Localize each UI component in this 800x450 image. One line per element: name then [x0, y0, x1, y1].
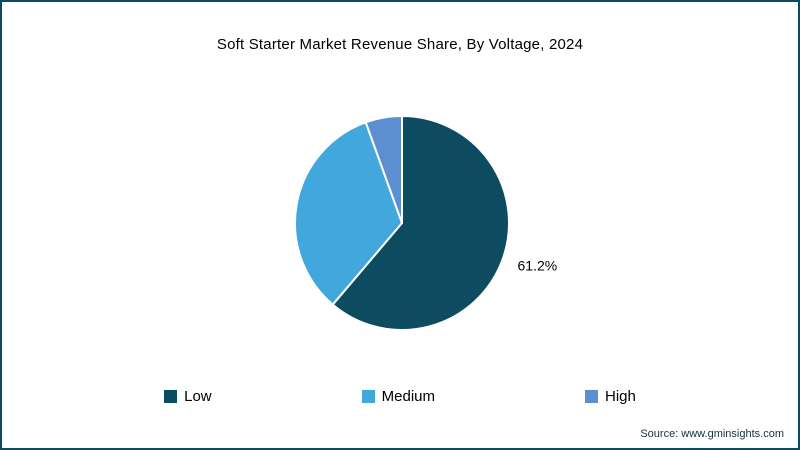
pie-slice-high [364, 115, 403, 224]
pie-chart: 61.2% [294, 115, 558, 331]
legend-swatch-medium [361, 390, 375, 403]
legend-label-high: High [605, 388, 636, 405]
chart-title: Soft Starter Market Revenue Share, By Vo… [216, 36, 584, 53]
pie-slice-low [331, 115, 510, 331]
legend-item-high: High [585, 388, 636, 405]
legend-label-low: Low [184, 388, 212, 405]
legend-swatch-low [164, 390, 178, 403]
data-label-low: 61.2% [518, 257, 558, 273]
legend-swatch-high [585, 390, 599, 403]
legend-item-medium: Medium [361, 388, 436, 405]
legend-label-medium: Medium [381, 388, 436, 405]
source-text: Source: www.gminsights.com [640, 428, 784, 440]
legend: Low Medium High [2, 388, 798, 405]
legend-item-low: Low [164, 388, 212, 405]
pie-slice-medium [294, 121, 403, 306]
